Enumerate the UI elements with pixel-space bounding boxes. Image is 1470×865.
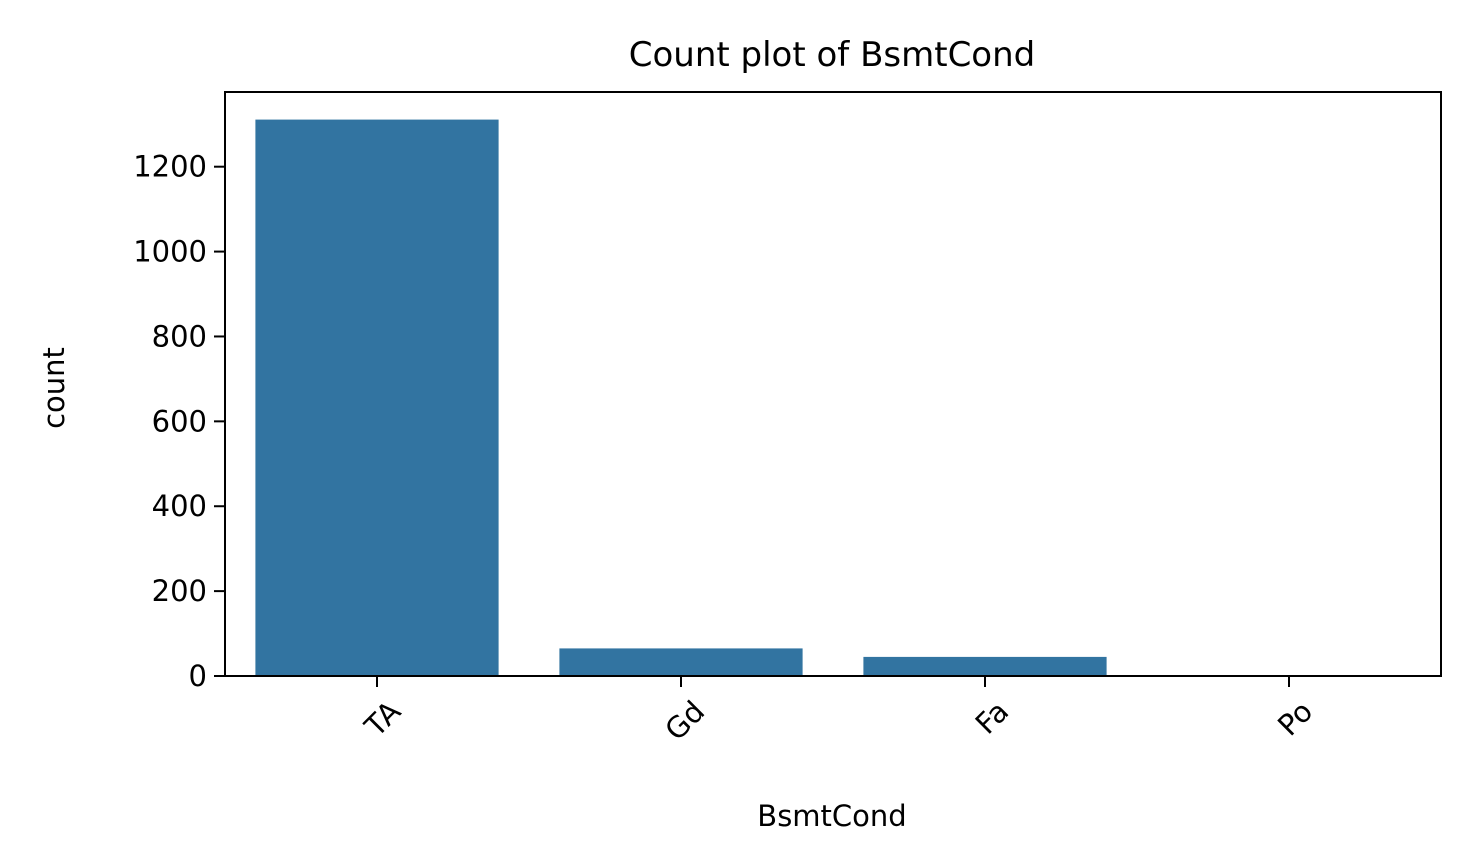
bar-gd — [559, 648, 803, 676]
y-tick-label: 800 — [152, 319, 207, 353]
y-axis-label: count — [37, 347, 71, 429]
x-axis-label: BsmtCond — [757, 799, 906, 833]
x-tick-label-gd: Gd — [658, 694, 711, 747]
y-tick-label: 400 — [152, 489, 207, 523]
y-tick-label: 600 — [152, 404, 207, 438]
chart-title: Count plot of BsmtCond — [629, 35, 1036, 75]
x-tick-label-po: Po — [1271, 694, 1319, 742]
y-tick-label: 0 — [189, 659, 207, 693]
x-tick-label-ta: TA — [358, 694, 408, 744]
bar-ta — [255, 119, 499, 676]
y-tick-label: 1200 — [133, 150, 207, 184]
plot-frame — [224, 91, 1442, 677]
x-tick-label-fa: Fa — [969, 694, 1016, 741]
bar-fa — [863, 656, 1107, 676]
y-tick-label: 1000 — [133, 235, 207, 269]
y-axis: 0 200 400 600 800 1000 1200 — [133, 150, 225, 693]
bars-group — [255, 119, 1411, 676]
x-axis: TA Gd Fa Po — [358, 676, 1319, 747]
y-tick-label: 200 — [152, 574, 207, 608]
